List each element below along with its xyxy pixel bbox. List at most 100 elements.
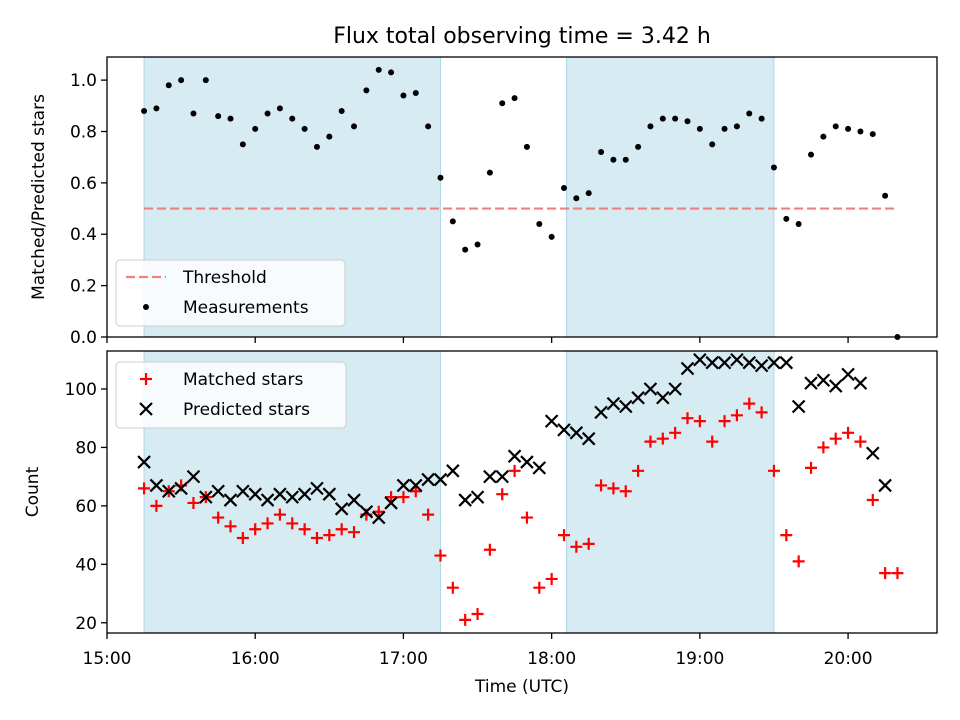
measurement-point bbox=[141, 107, 148, 114]
measurement-point bbox=[770, 164, 777, 171]
measurement-point bbox=[672, 115, 679, 122]
predicted-star-point bbox=[668, 382, 682, 396]
measurement-point bbox=[733, 123, 740, 130]
measurement-point bbox=[313, 143, 320, 150]
matched-star-point bbox=[249, 523, 262, 536]
measurement-point bbox=[437, 174, 444, 181]
predicted-star-point bbox=[310, 481, 324, 496]
measurement-point bbox=[647, 123, 654, 130]
matched-star-point bbox=[879, 567, 892, 580]
matched-star-point bbox=[693, 415, 706, 428]
matched-star-point bbox=[335, 523, 348, 536]
predicted-star-point bbox=[384, 496, 398, 510]
predicted-star-point bbox=[199, 490, 213, 504]
matched-star-point bbox=[644, 435, 657, 448]
y-tick-label: 0.0 bbox=[70, 328, 97, 348]
predicted-star-point bbox=[223, 493, 238, 507]
measurement-point bbox=[659, 115, 666, 122]
x-tick-label: 15:00 bbox=[83, 649, 132, 669]
measurement-point bbox=[239, 141, 246, 148]
measurement-point bbox=[474, 241, 481, 248]
y-tick-label: 40 bbox=[75, 555, 97, 575]
predicted-star-point bbox=[421, 472, 435, 487]
measurement-point bbox=[363, 87, 370, 94]
matched-star-point bbox=[533, 581, 546, 594]
measurement-point bbox=[190, 110, 197, 117]
matched-star-point bbox=[496, 488, 509, 501]
predicted-star-point bbox=[557, 423, 571, 437]
matched-star-point bbox=[520, 511, 533, 524]
matched-star-point bbox=[805, 461, 818, 474]
matched-star-point bbox=[619, 485, 632, 498]
y-tick-label: 0.8 bbox=[70, 122, 97, 142]
legend-label: Measurements bbox=[183, 298, 309, 318]
measurement-point bbox=[412, 89, 419, 96]
matched-star-point bbox=[471, 608, 484, 621]
predicted-star-point bbox=[754, 358, 769, 373]
predicted-star-point bbox=[161, 484, 176, 499]
predicted-star-point bbox=[495, 469, 510, 484]
predicted-star-point bbox=[705, 355, 719, 370]
measurement-point bbox=[610, 156, 617, 163]
predicted-star-point bbox=[260, 493, 275, 507]
matched-star-point bbox=[755, 406, 768, 419]
matched-star-point bbox=[459, 613, 472, 626]
matched-star-point bbox=[150, 499, 163, 512]
matched-star-point bbox=[385, 491, 398, 504]
x-tick-label: 17:00 bbox=[379, 649, 428, 669]
predicted-star-point bbox=[174, 481, 188, 496]
measurement-point bbox=[252, 125, 259, 132]
measurement-point bbox=[882, 192, 889, 199]
predicted-star-point bbox=[581, 431, 596, 446]
measurement-point bbox=[783, 215, 790, 222]
matched-star-point bbox=[286, 517, 299, 530]
predicted-star-point bbox=[322, 487, 337, 501]
predicted-star-point bbox=[371, 510, 386, 525]
y-tick-label: 0.4 bbox=[70, 225, 97, 245]
predicted-star-point bbox=[594, 405, 608, 420]
measurement-point bbox=[746, 110, 753, 117]
legend-matched-swatch bbox=[140, 373, 152, 385]
y-tick-label: 0.6 bbox=[70, 174, 97, 194]
matched-star-point bbox=[817, 441, 830, 454]
predicted-star-point bbox=[742, 355, 757, 370]
measurement-point bbox=[573, 195, 580, 202]
measurement-point bbox=[585, 190, 592, 197]
measurement-point bbox=[301, 125, 308, 132]
y-axis-label: Matched/Predicted stars bbox=[29, 94, 49, 300]
matched-star-point bbox=[212, 511, 225, 524]
matched-star-point bbox=[767, 464, 780, 477]
measurement-point bbox=[635, 143, 642, 150]
predicted-star-point bbox=[606, 396, 621, 411]
measurement-point bbox=[548, 233, 555, 240]
measurement-point bbox=[338, 107, 345, 114]
matched-star-point bbox=[483, 543, 496, 556]
matched-star-point bbox=[607, 482, 620, 495]
predicted-star-point bbox=[730, 352, 744, 367]
predicted-star-point bbox=[544, 414, 559, 428]
legend-box bbox=[115, 259, 346, 327]
measurement-point bbox=[696, 125, 703, 132]
legend-label: Matched stars bbox=[183, 370, 303, 390]
predicted-star-point bbox=[409, 478, 423, 493]
measurement-point bbox=[523, 143, 530, 150]
predicted-star-point bbox=[446, 464, 460, 478]
predicted-star-point bbox=[680, 361, 695, 376]
matched-star-point bbox=[273, 508, 286, 521]
bottom-axes-frame bbox=[106, 350, 938, 634]
legend-label: Threshold bbox=[182, 268, 267, 288]
predicted-star-point bbox=[804, 376, 818, 390]
measurement-point bbox=[215, 113, 222, 120]
x-tick-label: 20:00 bbox=[824, 649, 873, 669]
measurement-point bbox=[400, 92, 407, 99]
top-legend: Threshold Measurements bbox=[115, 259, 346, 327]
predicted-star-point bbox=[273, 487, 287, 501]
predicted-star-point bbox=[816, 373, 831, 388]
measurement-point bbox=[165, 82, 172, 89]
bottom-panel: 20 40 60 80 100 Count 15:00 16:00 17:00 18:00 19:0… bbox=[23, 350, 938, 697]
y-tick-label: 0.2 bbox=[70, 277, 97, 297]
measurement-point bbox=[857, 128, 864, 135]
predicted-star-point bbox=[347, 493, 361, 507]
measurement-point bbox=[598, 149, 605, 156]
matched-star-point bbox=[669, 426, 682, 439]
